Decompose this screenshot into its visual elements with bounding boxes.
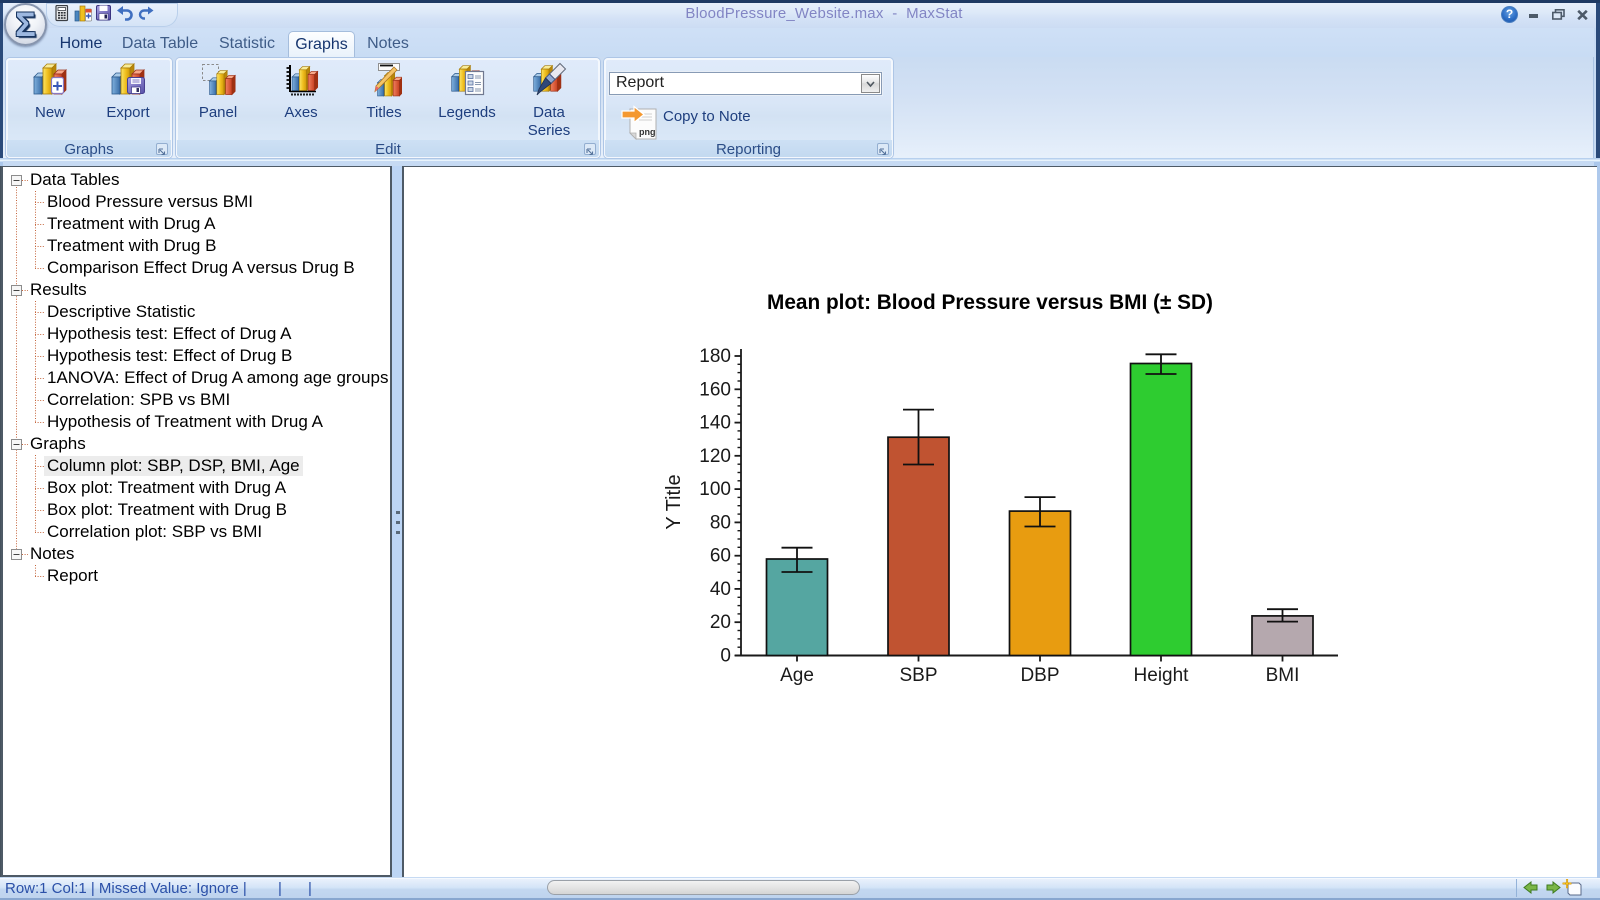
svg-text:Height: Height [1134,665,1190,686]
svg-text:80: 80 [710,512,731,533]
svg-text:Y Title: Y Title [663,474,685,529]
svg-text:Age: Age [780,665,814,686]
svg-text:180: 180 [699,346,731,367]
svg-text:BMI: BMI [1266,665,1300,686]
svg-text:100: 100 [699,479,731,500]
svg-text:140: 140 [699,413,731,434]
svg-text:160: 160 [699,379,731,400]
svg-text:120: 120 [699,446,731,467]
svg-text:0: 0 [720,646,731,667]
svg-text:60: 60 [710,546,731,567]
svg-text:40: 40 [710,579,731,600]
svg-text:Mean plot: Blood Pressure vers: Mean plot: Blood Pressure versus BMI (± … [767,291,1213,314]
svg-text:DBP: DBP [1020,665,1059,686]
svg-text:20: 20 [710,612,731,633]
svg-text:png: png [639,127,656,137]
svg-text:SBP: SBP [899,665,937,686]
